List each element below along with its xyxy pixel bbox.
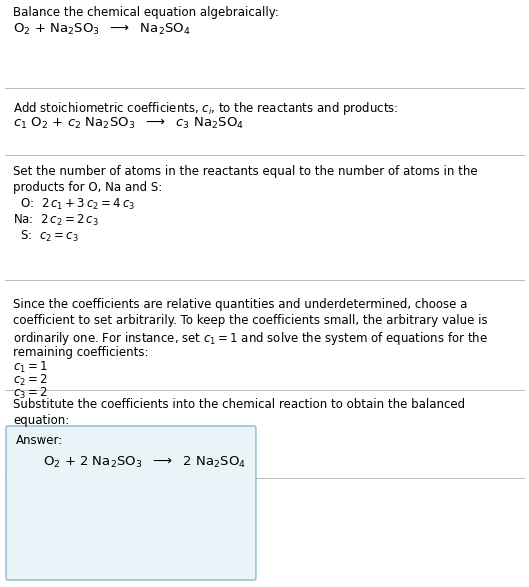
Text: $\mathdefault{O_2}$ + Na$_2$SO$_3$  $\longrightarrow$  Na$_2$SO$_4$: $\mathdefault{O_2}$ + Na$_2$SO$_3$ $\lon… xyxy=(13,22,190,37)
Text: $c_1 = 1$: $c_1 = 1$ xyxy=(13,360,48,375)
Text: $c_1$ $\mathdefault{O_2}$ + $c_2$ Na$_2$SO$_3$  $\longrightarrow$  $c_3$ Na$_2$S: $c_1$ $\mathdefault{O_2}$ + $c_2$ Na$_2$… xyxy=(13,116,244,131)
Text: equation:: equation: xyxy=(13,414,69,427)
Text: Substitute the coefficients into the chemical reaction to obtain the balanced: Substitute the coefficients into the che… xyxy=(13,398,465,411)
Text: remaining coefficients:: remaining coefficients: xyxy=(13,346,149,359)
Text: Since the coefficients are relative quantities and underdetermined, choose a: Since the coefficients are relative quan… xyxy=(13,298,468,311)
FancyBboxPatch shape xyxy=(6,426,256,580)
Text: Add stoichiometric coefficients, $c_i$, to the reactants and products:: Add stoichiometric coefficients, $c_i$, … xyxy=(13,100,398,117)
Text: Answer:: Answer: xyxy=(16,434,63,447)
Text: $c_3 = 2$: $c_3 = 2$ xyxy=(13,386,48,401)
Text: $c_2 = 2$: $c_2 = 2$ xyxy=(13,373,48,388)
Text: coefficient to set arbitrarily. To keep the coefficients small, the arbitrary va: coefficient to set arbitrarily. To keep … xyxy=(13,314,488,327)
Text: O:  $2\,c_1 + 3\,c_2 = 4\,c_3$: O: $2\,c_1 + 3\,c_2 = 4\,c_3$ xyxy=(13,197,135,212)
Text: products for O, Na and S:: products for O, Na and S: xyxy=(13,181,162,194)
Text: Balance the chemical equation algebraically:: Balance the chemical equation algebraica… xyxy=(13,6,279,19)
Text: S:  $c_2 = c_3$: S: $c_2 = c_3$ xyxy=(13,229,79,244)
Text: $\mathdefault{O_2}$ + 2 Na$_2$SO$_3$  $\longrightarrow$  2 Na$_2$SO$_4$: $\mathdefault{O_2}$ + 2 Na$_2$SO$_3$ $\l… xyxy=(43,455,246,470)
Text: ordinarily one. For instance, set $c_1 = 1$ and solve the system of equations fo: ordinarily one. For instance, set $c_1 =… xyxy=(13,330,488,347)
Text: Na:  $2\,c_2 = 2\,c_3$: Na: $2\,c_2 = 2\,c_3$ xyxy=(13,213,98,228)
Text: Set the number of atoms in the reactants equal to the number of atoms in the: Set the number of atoms in the reactants… xyxy=(13,165,478,178)
